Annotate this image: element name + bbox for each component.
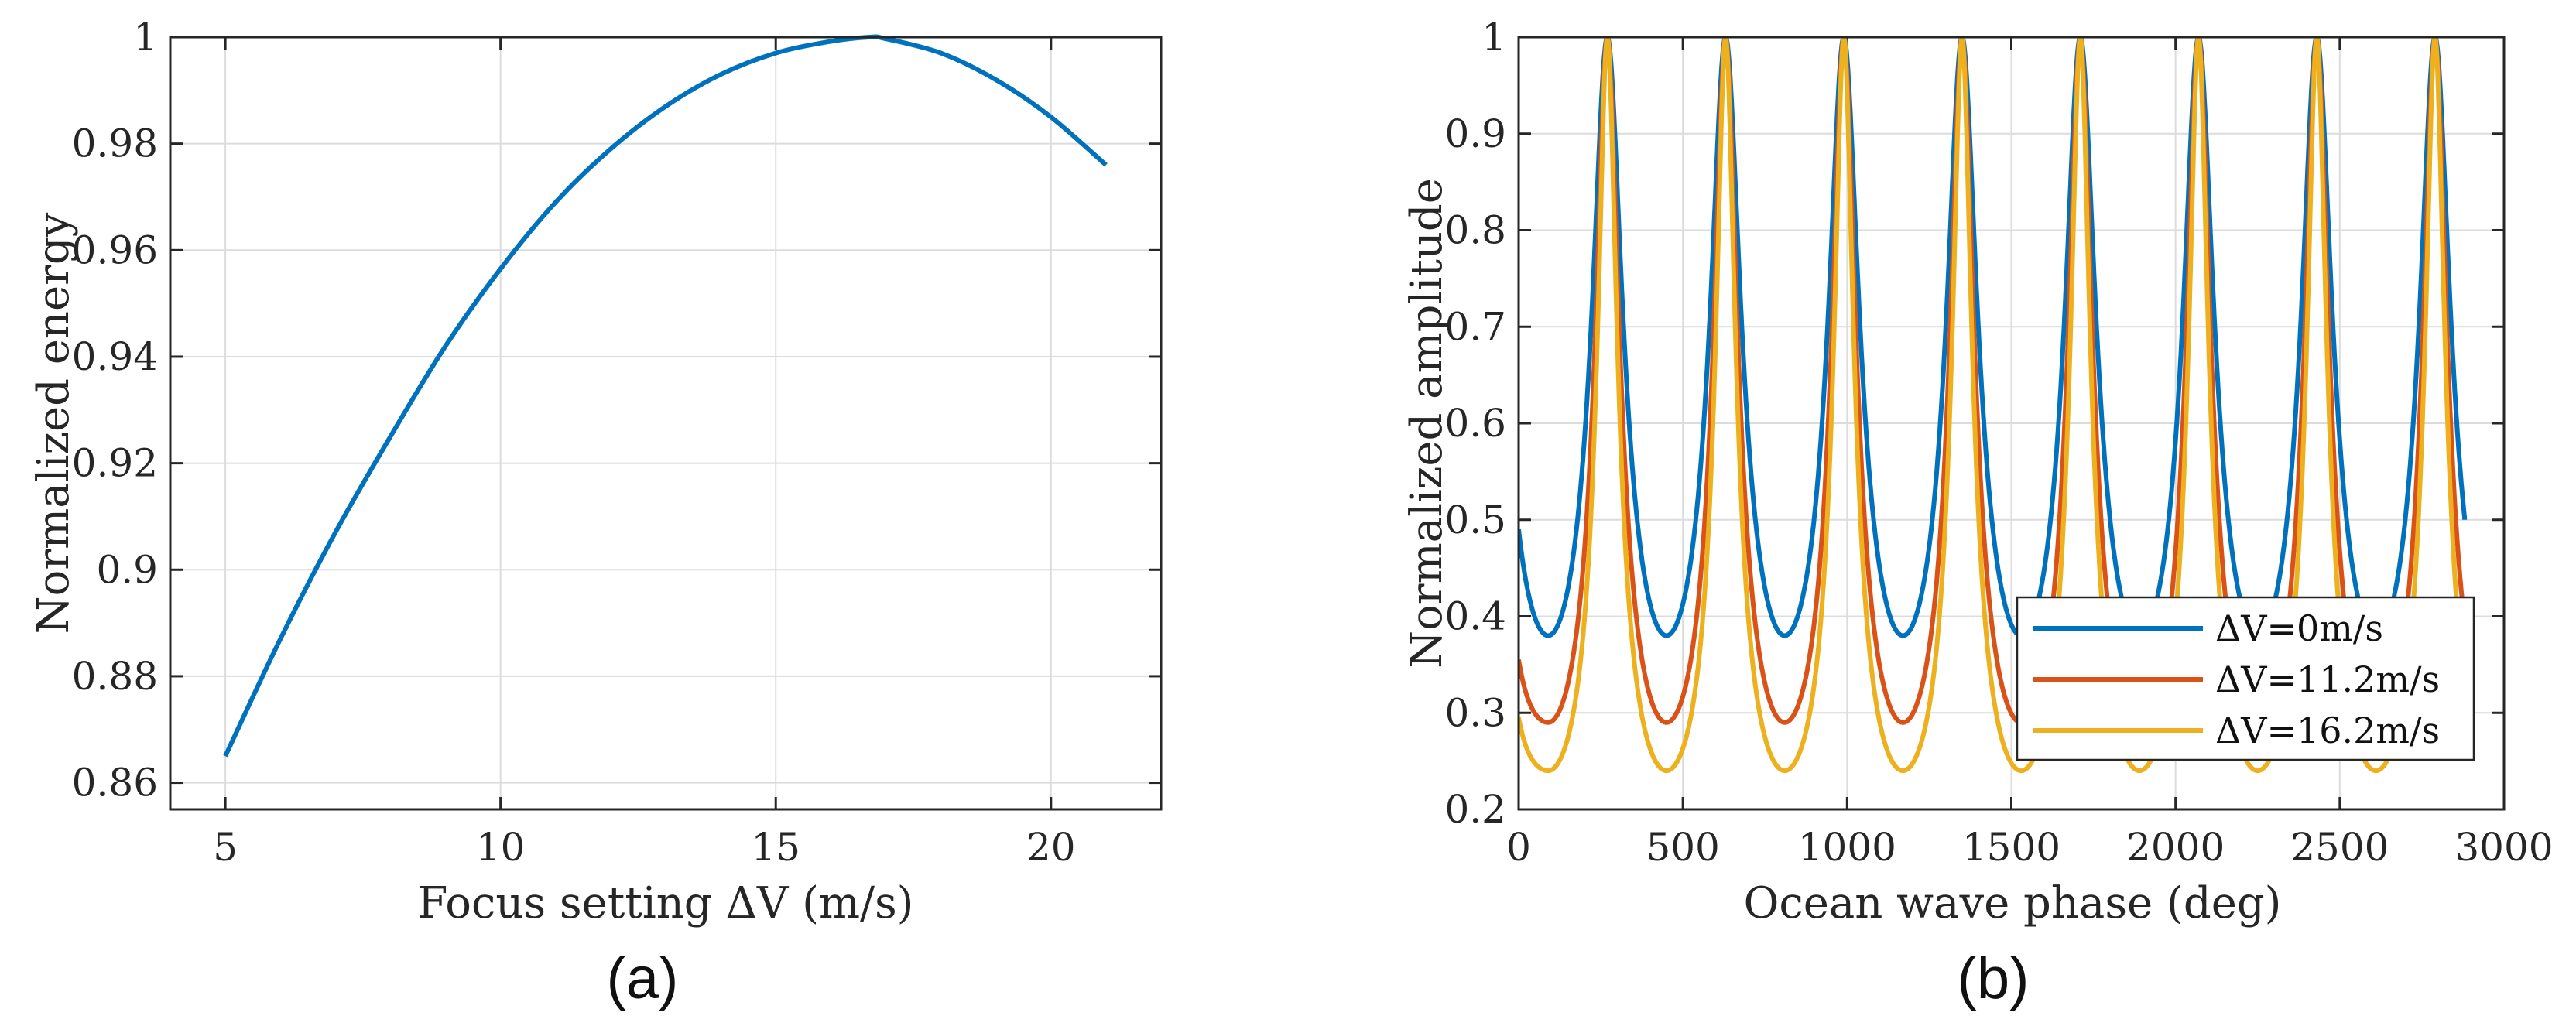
y-tick-label: 0.3 [1444,690,1506,735]
panel-a-axes-frame [169,36,1163,811]
panel-a-caption: (a) [607,946,679,1011]
y-tick-label: 0.2 [1444,787,1506,832]
x-tick-label: 0 [1506,825,1531,870]
y-tick-label: 1 [133,15,158,60]
panel-a-xlabel: Focus setting ΔV (m/s) [417,878,913,929]
panel-b-ylabel: Normalized amplitude [1402,178,1452,669]
x-tick-label: 15 [751,825,800,870]
panel-b: 0 500 1000 1500 2000 2500 3000 0.2 0.3 0.4 0.5 0.6 0… [1402,15,2554,1011]
series-line-3 [1519,37,2468,774]
panel-a-lines [223,34,1108,758]
y-tick-label: 0.96 [72,227,158,272]
legend-items: ΔV=0m/s ΔV=11.2m/s ΔV=16.2m/s [2033,607,2440,751]
x-tick-label: 2000 [2126,825,2225,870]
series-line-normalized-energy [223,34,1108,758]
x-tick-label: 3000 [2454,825,2553,870]
y-tick-label: 0.6 [1444,401,1506,446]
y-tick-label: 0.7 [1444,304,1506,349]
panel-a-ticks: 5 10 15 20 0.86 0.88 0.9 0.92 0.94 0.96 0.98 1 [72,15,1161,870]
x-tick-label: 2500 [2290,825,2389,870]
y-tick-label: 0.94 [72,334,158,379]
y-tick-label: 0.8 [1444,208,1506,253]
panel-b-legend: ΔV=0m/s ΔV=11.2m/s ΔV=16.2m/s [2016,596,2475,761]
panel-b-xlabel: Ocean wave phase (deg) [1743,878,2281,929]
y-tick-label: 0.86 [72,761,158,806]
panel-b-ticks: 0 500 1000 1500 2000 2500 3000 0.2 0.3 0.4 0.5 0.6 0… [1444,15,2553,870]
x-tick-label: 20 [1026,825,1076,870]
panel-a: 5 10 15 20 0.86 0.88 0.9 0.92 0.94 0.96 0.98 1 Focu… [29,15,1163,1011]
legend-label: ΔV=11.2m/s [2215,658,2440,700]
x-tick-label: 1000 [1798,825,1896,870]
legend-label: ΔV=16.2m/s [2215,710,2440,751]
y-tick-label: 0.88 [72,654,158,699]
panel-b-lines [1519,37,2468,774]
series-line-1 [1519,37,2468,638]
y-tick-label: 0.98 [72,121,158,166]
panel-a-grid [170,36,1161,809]
y-tick-label: 0.9 [1444,111,1506,156]
x-tick-label: 500 [1646,825,1719,870]
legend-label: ΔV=0m/s [2215,607,2383,649]
x-tick-label: 5 [213,825,238,870]
y-tick-label: 0.92 [72,441,158,486]
panel-a-ylabel: Normalized energy [29,212,79,634]
y-tick-label: 0.4 [1444,594,1506,639]
x-tick-label: 10 [476,825,526,870]
y-tick-label: 1 [1482,15,1506,60]
y-tick-label: 0.5 [1444,498,1506,542]
y-tick-label: 0.9 [96,547,158,592]
panel-b-axes-frame [1517,36,2506,811]
panel-b-caption: (b) [1958,946,2030,1011]
x-tick-label: 1500 [1962,825,2060,870]
